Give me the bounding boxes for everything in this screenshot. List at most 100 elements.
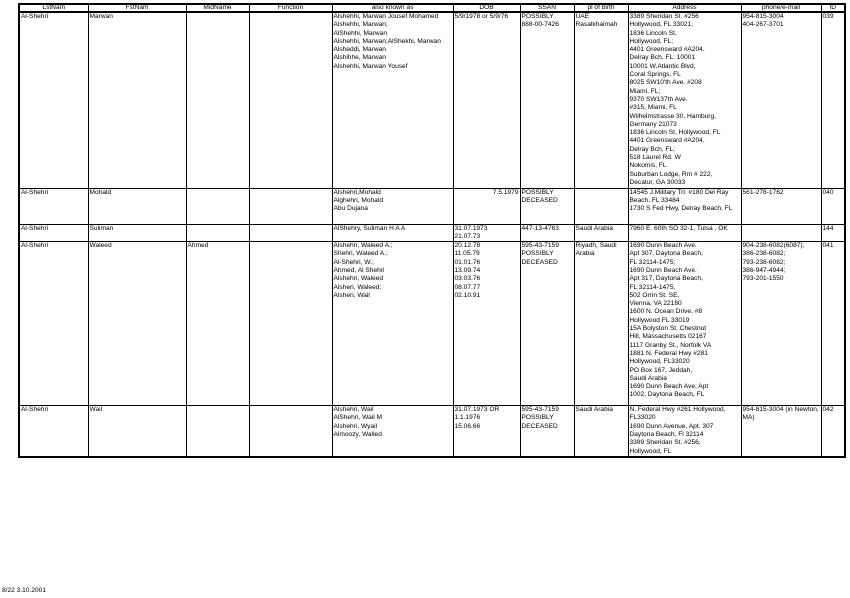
cell-place-of-birth: Riyadh, Saudi Arabia [573, 241, 629, 407]
cell-line: 386-238-6082; [742, 250, 786, 258]
cell-line: MA) [742, 414, 755, 422]
cell-line: Saudi Arabia [575, 406, 613, 414]
cell-line: Al-Shehri [21, 224, 49, 232]
cell-line: Mohald [89, 188, 112, 196]
cell-line: 1117 Granby St., Norfolk VA [629, 341, 712, 349]
cell-id: 040 [820, 187, 846, 225]
cell-line: 386-947-4944; [742, 266, 786, 274]
cell-phone-email: 954-815-3004 404-267-3701 [740, 11, 822, 189]
cell-line: 31.07.1973 [454, 224, 488, 232]
cell-address: 14545 J.Military Trl. #180 Del Ray Beach,… [627, 187, 742, 225]
cell-line: PO Box 167, Jeddah, [629, 366, 693, 374]
cell-line: Al-Shehri, W.; [333, 258, 374, 266]
cell-dob: 20.12.78 11.05.79 01.01.76 13.09.74 03.03.76… [452, 241, 521, 407]
cell-line: AlShehhi, Marwan [333, 29, 388, 37]
cell-line: 10001 W.Atlantic Blvd, [629, 62, 696, 70]
cell-line: 14545 J.Military Trl. #180 Del Ray [629, 188, 729, 196]
cell-line: Ahmed [187, 242, 209, 250]
cell-line: DECEASED [521, 422, 558, 430]
cell-line: POSSIBLY [521, 13, 554, 20]
cell-line: AlShehry, Suliman H A A [333, 224, 406, 232]
cell-line: Arabia [575, 250, 595, 258]
cell-line: 1836 Lincoln St, Hollywood, FL [629, 129, 721, 137]
cell-line: Alshehri, Wail [333, 406, 374, 414]
cell-line: Hollywood, FL; [629, 37, 674, 45]
cell-dob: 7.5.1979 [452, 187, 521, 225]
cell-line: Abu Dujana [333, 205, 368, 213]
cell-last-name: Al-Shehri [18, 405, 89, 458]
cell-line: 954-815-3004 (in Newton, [742, 406, 819, 414]
cell-aliases: Alshehri, Waleed A.; Shehri, Waleed A.; Al… [331, 241, 454, 407]
cell-line: Saudi Arabia [575, 224, 613, 232]
cell-phone-email [740, 223, 822, 243]
cell-line: Decatur, GA 30033 [629, 178, 686, 186]
cell-line: Alshehhi, Marwan; [333, 21, 388, 29]
cell-first-name: Wail [87, 405, 187, 458]
column-header-address: Address [627, 3, 742, 13]
cell-line: Alshehri, Waleed [333, 275, 384, 283]
cell-line: 4401 Greensward #A204, [629, 46, 705, 54]
cell-line: Alshehhi, Marwan Jousef Mohamed [333, 13, 439, 20]
cell-line: 01.01.76 [454, 258, 481, 266]
cell-line: Al-Shehri [21, 13, 49, 20]
column-header-last-name: LstNam [18, 3, 89, 13]
column-header-place-of-birth: pl of birth [573, 3, 629, 13]
cell-line: Apt 317, Daytona Beach, [629, 275, 703, 283]
cell-ssan: 595-43-7159 POSSIBLY DECEASED [519, 405, 575, 458]
cell-address: 7960 E. 60th SO 32-1, Tulsa , OK [627, 223, 742, 243]
cell-line: 595-43-7159 [521, 242, 559, 250]
cell-first-name: Suliman [87, 223, 187, 243]
cell-last-name: Al-Shehri [18, 187, 89, 225]
cell-line: 793-238-6082; [742, 258, 786, 266]
cell-ssan: 447-13-4763 [519, 223, 575, 243]
cell-line: 042 [822, 406, 834, 414]
cell-line: 8025 SW10'th Ave. #208 [629, 79, 702, 87]
cell-line: 793-201-1550 [742, 275, 784, 283]
cell-line: 1690 Dunn Avenue, Apt. 307 [629, 422, 714, 430]
cell-line: Marwan [89, 13, 113, 20]
cell-line: Shehri, Waleed A.; [333, 250, 388, 258]
cell-aliases: Alshehhi, Marwan Jousef Mohamed Alshehhi,… [331, 11, 454, 189]
cell-line: DECEASED [521, 196, 558, 204]
cell-place-of-birth: Saudi Arabia [573, 405, 629, 458]
cell-line: DECEASED [521, 258, 558, 266]
cell-line: FL 32114-1475; [629, 258, 676, 266]
cell-line: Alshehri, Wyail [333, 422, 378, 430]
page-footer: 8/22 3.10.2001 [2, 587, 46, 594]
cell-line: Alsheri, Waleed; [333, 283, 382, 291]
column-header-phone-email: phone/e-mail [740, 3, 822, 13]
cell-line: 03.03.76 [454, 275, 481, 283]
cell-line: Alsheri, Wail [333, 291, 370, 299]
cell-line: Wail [89, 406, 103, 414]
cell-place-of-birth: UAE Rasalkhaimah [573, 11, 629, 189]
cell-line: 904-238-6082(6087); [742, 242, 805, 250]
cell-line: Almoozy, Walled [333, 430, 382, 438]
cell-phone-email: 954-815-3004 (in Newton, MA) [740, 405, 822, 458]
cell-middle-name [185, 223, 250, 243]
cell-line: 561-278-1762 [742, 188, 784, 196]
records-table: LstNam FstNam MidName Function also known as… [18, 3, 846, 458]
cell-line: 7.5.1979 [492, 188, 519, 196]
cell-line: Al-Shehri [21, 406, 49, 414]
cell-line: Delray Bch, FL; [629, 145, 675, 153]
cell-line: 1836 Lincoln St, [629, 29, 677, 37]
cell-line: 144 [822, 224, 834, 232]
table-row: Al-Shehri Mohald Alshehri,Mohald Alghehri, … [18, 187, 846, 225]
cell-id: 042 [820, 405, 846, 458]
cell-line: Daytona Beach, Fl 32114 [629, 430, 704, 438]
cell-line: 1690 Dunn Beach Ave, Apt [629, 383, 709, 391]
cell-line: 21.07.73 [454, 232, 481, 240]
cell-line: FL33020 [629, 414, 656, 422]
cell-place-of-birth [573, 187, 629, 225]
cell-line: Rasalkhaimah [575, 21, 618, 29]
cell-line: Hill, Massachusetts 02167 [629, 333, 707, 341]
cell-middle-name: Ahmed [185, 241, 250, 407]
cell-dob: 31.07.1973 OR 1.1.1976 15.06.66 [452, 405, 521, 458]
cell-line: Al-Shehri [21, 242, 49, 250]
cell-phone-email: 904-238-6082(6087); 386-238-6082; 793-238-… [740, 241, 822, 407]
column-header-first-name: FstNam [87, 3, 187, 13]
cell-line: #315, Miami, FL [629, 104, 677, 112]
cell-line: 1600 N. Ocean Drive, #8 [629, 308, 703, 316]
cell-line: 1881 N. Federal Hwy #281 [629, 349, 708, 357]
cell-line: 1.1.1976 [454, 414, 481, 422]
